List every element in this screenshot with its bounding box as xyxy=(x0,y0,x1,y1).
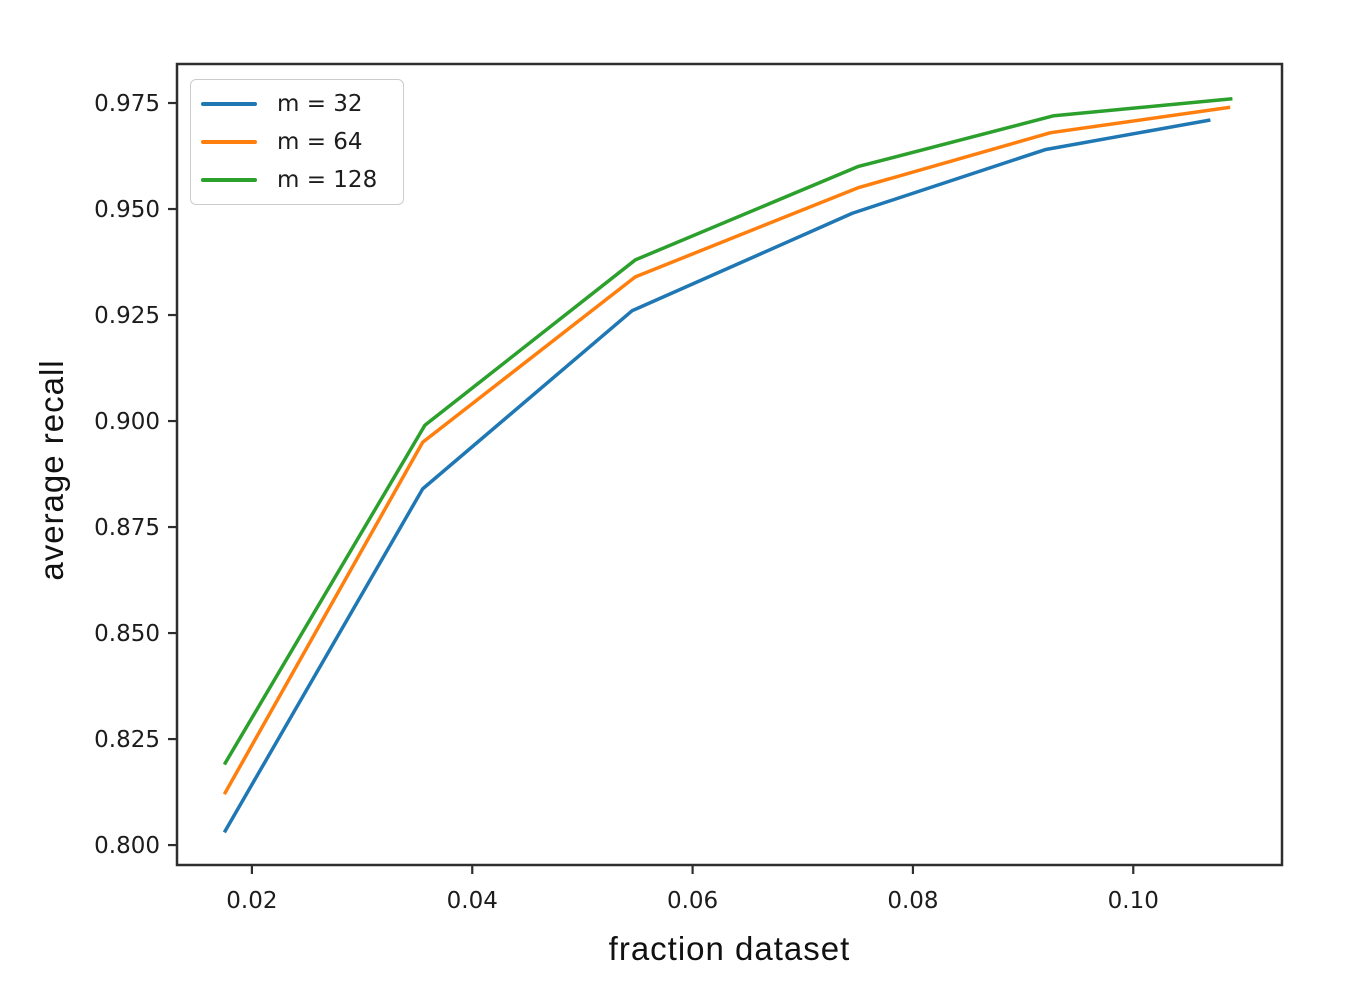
series-line-m=128 xyxy=(222,97,1233,766)
y-axis-label: average recall xyxy=(33,359,70,581)
series-line-m=64 xyxy=(222,105,1231,796)
legend-entry: m = 128 xyxy=(201,166,403,193)
x-tick-label: 0.02 xyxy=(226,888,277,914)
y-tick-label: 0.800 xyxy=(94,833,160,859)
y-tick-label: 0.900 xyxy=(94,409,160,435)
y-tick-label: 0.975 xyxy=(94,91,160,117)
plot-border xyxy=(175,62,1284,867)
legend-label: m = 32 xyxy=(277,90,363,117)
legend-label: m = 128 xyxy=(277,166,378,193)
y-tick-label: 0.850 xyxy=(94,621,160,647)
legend-line-swatch xyxy=(201,102,257,106)
legend-label: m = 64 xyxy=(277,128,363,155)
legend-line-swatch xyxy=(201,140,257,144)
x-axis-label: fraction dataset xyxy=(608,930,851,967)
legend: m = 32 m = 64 m = 128 xyxy=(190,79,404,205)
x-tick-label: 0.08 xyxy=(887,888,938,914)
x-tick-label: 0.04 xyxy=(447,888,498,914)
y-tick-label: 0.825 xyxy=(94,727,160,753)
legend-entry: m = 64 xyxy=(201,128,403,155)
legend-line-swatch xyxy=(201,178,257,182)
y-tick-label: 0.950 xyxy=(94,197,160,223)
y-tick-label: 0.925 xyxy=(94,303,160,329)
series-line-m=32 xyxy=(222,118,1211,834)
x-tick-label: 0.06 xyxy=(667,888,718,914)
legend-entry: m = 32 xyxy=(201,90,403,117)
y-tick-label: 0.875 xyxy=(94,515,160,541)
x-tick-label: 0.10 xyxy=(1108,888,1159,914)
